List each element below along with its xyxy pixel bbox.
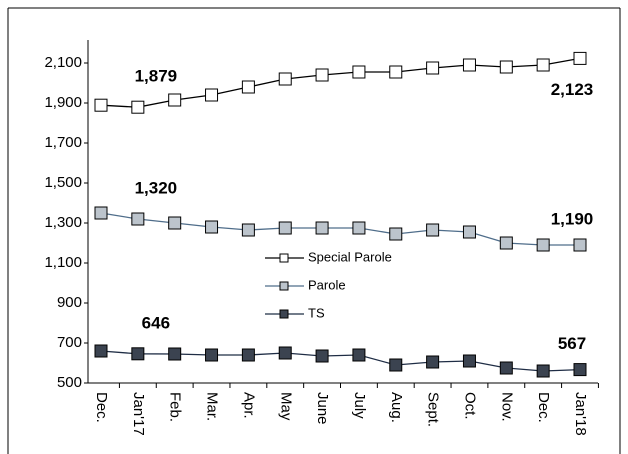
- data-label: 1,879: [135, 67, 178, 86]
- marker: [315, 349, 329, 363]
- x-tick-label: Dec.: [535, 392, 552, 423]
- y-tick-label: 1,900: [44, 94, 82, 111]
- x-tick-label: Jan'18: [572, 392, 589, 436]
- marker: [462, 354, 476, 368]
- marker: [536, 58, 550, 72]
- y-tick-label: 1,500: [44, 174, 82, 191]
- legend-label: Parole: [308, 277, 346, 292]
- marker: [573, 363, 587, 377]
- x-tick-label: May: [277, 392, 294, 421]
- marker: [168, 347, 182, 361]
- data-label: 646: [142, 313, 170, 332]
- marker: [462, 58, 476, 72]
- marker: [94, 344, 108, 358]
- legend-marker: [279, 253, 289, 263]
- marker: [131, 347, 145, 361]
- marker: [352, 221, 366, 235]
- legend-marker: [279, 309, 289, 319]
- marker: [241, 348, 255, 362]
- legend-marker: [279, 281, 289, 291]
- y-tick-label: 2,100: [44, 54, 82, 71]
- marker: [536, 238, 550, 252]
- marker: [131, 212, 145, 226]
- marker: [205, 88, 219, 102]
- x-tick-label: Oct.: [461, 392, 478, 420]
- x-tick-label: Mar.: [204, 392, 221, 421]
- marker: [94, 98, 108, 112]
- marker: [205, 220, 219, 234]
- x-tick-label: Nov.: [498, 392, 515, 422]
- data-label: 567: [558, 334, 586, 353]
- y-tick-label: 1,100: [44, 254, 82, 271]
- marker: [315, 68, 329, 82]
- marker: [278, 72, 292, 86]
- y-tick-label: 500: [57, 374, 82, 391]
- x-tick-label: July: [351, 392, 368, 419]
- x-tick-label: June: [314, 392, 331, 425]
- y-tick-label: 1,300: [44, 214, 82, 231]
- data-label: 2,123: [551, 80, 594, 99]
- marker: [389, 65, 403, 79]
- y-tick-label: 1,700: [44, 134, 82, 151]
- marker: [426, 61, 440, 75]
- marker: [352, 65, 366, 79]
- x-tick-label: Apr.: [240, 392, 257, 419]
- x-tick-label: Sept.: [425, 392, 442, 427]
- marker: [573, 238, 587, 252]
- data-label: 1,320: [135, 178, 178, 197]
- legend-label: Special Parole: [308, 249, 392, 264]
- marker: [278, 346, 292, 360]
- x-tick-label: Jan'17: [130, 392, 147, 436]
- marker: [499, 60, 513, 74]
- marker: [131, 100, 145, 114]
- data-label: 1,190: [551, 209, 594, 228]
- x-tick-label: Dec.: [93, 392, 110, 423]
- marker: [426, 223, 440, 237]
- marker: [499, 236, 513, 250]
- legend-label: TS: [308, 305, 325, 320]
- marker: [168, 216, 182, 230]
- marker: [241, 80, 255, 94]
- marker: [94, 206, 108, 220]
- marker: [499, 361, 513, 375]
- marker: [573, 51, 587, 65]
- marker: [205, 348, 219, 362]
- y-tick-label: 900: [57, 294, 82, 311]
- marker: [389, 227, 403, 241]
- marker: [352, 348, 366, 362]
- y-tick-label: 700: [57, 334, 82, 351]
- marker: [462, 225, 476, 239]
- marker: [389, 358, 403, 372]
- marker: [426, 355, 440, 369]
- x-tick-label: Feb.: [167, 392, 184, 422]
- marker: [536, 364, 550, 378]
- x-tick-label: Aug.: [388, 392, 405, 423]
- marker: [278, 221, 292, 235]
- marker: [315, 221, 329, 235]
- marker: [168, 93, 182, 107]
- marker: [241, 223, 255, 237]
